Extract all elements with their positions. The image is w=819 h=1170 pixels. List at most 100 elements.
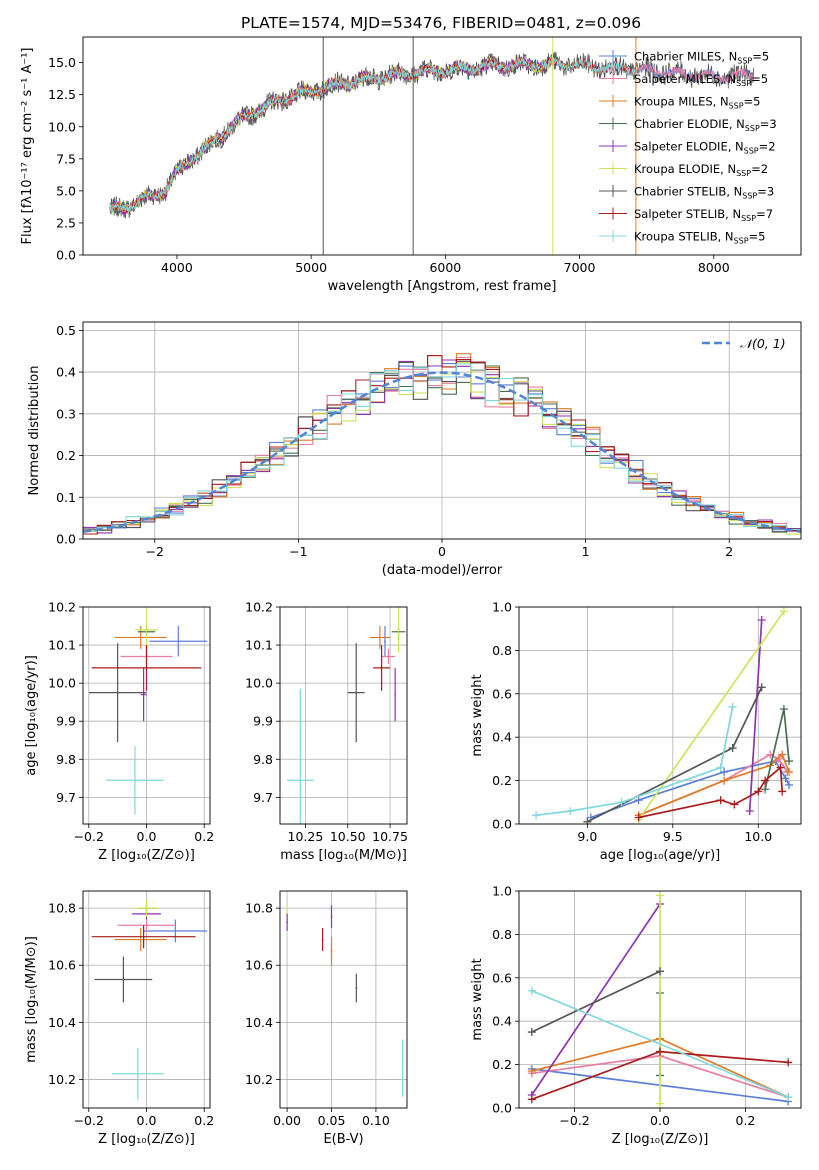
weight-marker xyxy=(720,767,729,776)
weight-line-chabrier-stelib xyxy=(531,970,661,1033)
x-tick-label: 0.0 xyxy=(137,1113,157,1128)
data-point xyxy=(355,691,358,694)
data-point xyxy=(387,655,390,658)
x-tick-label: 2 xyxy=(725,544,733,559)
y-tick-label: 9.9 xyxy=(253,714,273,729)
y-tick-label: 7.5 xyxy=(56,151,76,166)
age-vs-metallicity-panel: −0.2 0.0 0.2 9.7 9.8 9.9 10.0 10.1 10.2 Z [log₁₀(… xyxy=(24,600,214,864)
y-tick-label: 10.2 xyxy=(48,600,76,615)
data-point xyxy=(177,640,180,643)
weight-marker xyxy=(656,967,664,976)
y-tick-label: 0.3 xyxy=(56,406,76,421)
x-tick-label: 0.00 xyxy=(273,1113,301,1128)
x-axis-label: age [log₁₀(age/yr)] xyxy=(600,848,721,863)
y-tick-label: 5.0 xyxy=(56,183,76,198)
x-tick-label: 9.0 xyxy=(577,829,597,844)
x-tick-label: 0 xyxy=(438,544,446,559)
y-tick-label: 10.6 xyxy=(48,958,76,973)
y-axis-label: Flux [fλ10⁻¹⁷ erg cm⁻² s⁻¹ A⁻¹] xyxy=(20,48,35,245)
y-tick-label: 0.0 xyxy=(492,1101,512,1116)
x-tick-label: 0.10 xyxy=(362,1113,390,1128)
legend-label: Chabrier STELIB, NSSP=3 xyxy=(634,185,774,201)
normal-curve xyxy=(83,371,801,533)
data-point xyxy=(380,667,383,669)
axes-frame xyxy=(518,890,802,1109)
y-tick-label: 0.0 xyxy=(492,817,512,832)
weight-marker xyxy=(728,744,737,753)
x-axis-label: mass [log₁₀(M/M⊙)] xyxy=(280,848,407,863)
y-tick-label: 10.0 xyxy=(48,676,76,691)
weight-marker xyxy=(566,806,575,815)
y-tick-label: 1.0 xyxy=(492,884,512,899)
axes-frame xyxy=(82,36,802,256)
weight-marker xyxy=(757,616,766,625)
y-tick-label: 0.4 xyxy=(56,365,76,380)
legend-label: Kroupa MILES, NSSP=5 xyxy=(634,95,760,111)
weight-line-salpeter-elodie xyxy=(531,903,661,1096)
weight-marker xyxy=(774,754,783,763)
data-point xyxy=(134,779,136,782)
weight-marker xyxy=(785,757,794,766)
weight-marker xyxy=(781,774,790,783)
y-axis-label: Normed distribution xyxy=(27,366,42,496)
x-tick-label: 7000 xyxy=(564,260,596,275)
data-point xyxy=(321,938,324,941)
y-tick-label: 9.7 xyxy=(56,790,76,805)
weight-marker xyxy=(532,811,541,820)
data-point xyxy=(401,1067,404,1069)
data-point xyxy=(142,935,145,938)
axes-frame xyxy=(82,606,211,825)
x-tick-label: −0.2 xyxy=(74,1113,104,1128)
axes-frame xyxy=(518,606,802,825)
x-axis-label: Z [log₁₀(Z/Z⊙)] xyxy=(612,1132,709,1147)
weight-marker xyxy=(527,1028,536,1037)
x-tick-label: −2 xyxy=(146,544,164,559)
weight-marker xyxy=(656,891,664,900)
plot-area xyxy=(88,607,208,815)
y-tick-label: 9.8 xyxy=(253,752,273,767)
spectrum-panel: 4000 5000 6000 7000 8000 0.0 2.5 5.0 7.5 10.0 12.5… xyxy=(20,36,802,294)
weight-marker xyxy=(728,702,737,711)
y-axis-label: mass weight xyxy=(470,958,485,1040)
x-tick-label: 0.2 xyxy=(194,829,214,844)
data-point xyxy=(139,636,142,639)
y-tick-label: 0.2 xyxy=(492,773,512,788)
y-tick-label: 1.0 xyxy=(492,600,512,615)
legend-label: Salpeter STELIB, NSSP=7 xyxy=(634,207,773,223)
weight-marker xyxy=(730,800,739,809)
y-tick-label: 0.1 xyxy=(56,490,76,505)
x-axis-label: Z [log₁₀(Z/Z⊙)] xyxy=(98,848,195,863)
weight-marker xyxy=(634,796,643,805)
weight-marker xyxy=(656,1099,664,1108)
weight-line-kroupa-stelib xyxy=(535,706,734,817)
data-point xyxy=(355,987,358,989)
weight-marker xyxy=(745,806,754,815)
legend-label: 𝒩(0, 1) xyxy=(740,336,786,351)
y-tick-label: 9.8 xyxy=(56,752,76,767)
weight-vs-age-panel: 9.0 9.5 10.0 0.0 0.2 0.4 0.6 0.8 1.0 age [log₁₀(a… xyxy=(470,600,802,863)
y-tick-label: 10.1 xyxy=(48,638,76,653)
y-tick-label: 0.0 xyxy=(56,248,76,263)
x-tick-label: 0.2 xyxy=(194,1113,214,1128)
y-tick-label: 10.0 xyxy=(48,119,76,134)
x-tick-label: −0.2 xyxy=(74,829,104,844)
x-axis-label: wavelength [Angstrom, rest frame] xyxy=(328,279,557,294)
y-tick-label: 10.0 xyxy=(245,676,273,691)
data-point xyxy=(136,1072,139,1075)
y-axis-label: mass weight xyxy=(470,674,485,756)
data-point xyxy=(145,667,148,669)
data-point xyxy=(330,950,333,952)
plot-area xyxy=(91,899,208,1100)
y-tick-label: 0.2 xyxy=(56,448,76,463)
weight-marker xyxy=(656,1047,664,1056)
data-point xyxy=(379,636,381,639)
x-tick-label: 1 xyxy=(582,544,590,559)
data-point xyxy=(139,938,142,941)
y-tick-label: 0.0 xyxy=(56,532,76,547)
weight-marker xyxy=(583,817,592,824)
spectrum-line-kroupa-stelib xyxy=(109,56,637,213)
x-axis-label: E(B-V) xyxy=(323,1132,363,1147)
x-axis-label: (data-model)/error xyxy=(382,563,503,578)
y-tick-label: 0.4 xyxy=(492,1014,512,1029)
